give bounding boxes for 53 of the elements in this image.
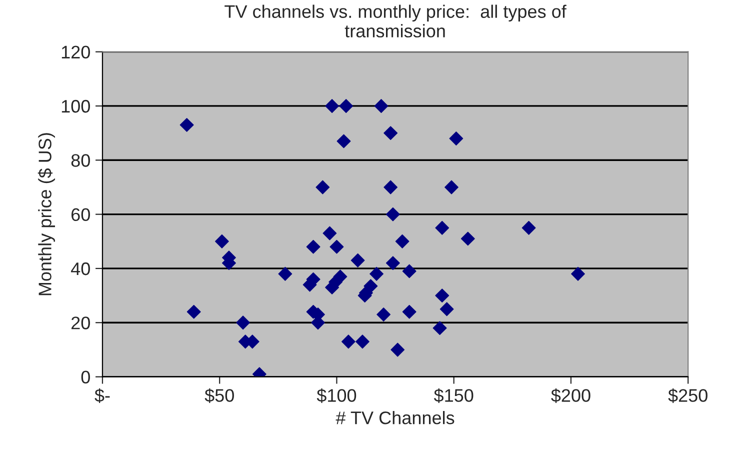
point xyxy=(460,232,475,246)
point xyxy=(341,334,356,349)
x-tick-label: $200 xyxy=(551,388,590,403)
point xyxy=(376,308,391,322)
point xyxy=(306,240,320,254)
point xyxy=(395,234,410,248)
point xyxy=(322,226,337,240)
point xyxy=(402,264,416,278)
y-tick-label: 40 xyxy=(71,262,90,276)
point xyxy=(316,180,330,194)
x-tick-label: $- xyxy=(94,388,110,403)
chart-title: TV channels vs. monthly price: all types of transmission xyxy=(224,4,566,38)
y-tick-label: 80 xyxy=(71,154,90,167)
x-tick-label: $50 xyxy=(204,388,234,403)
y-axis-title: Monthly price ($ US) xyxy=(38,133,55,296)
point xyxy=(571,266,585,281)
point xyxy=(186,304,201,319)
point xyxy=(386,256,400,270)
point xyxy=(214,234,229,248)
point xyxy=(356,334,370,349)
point xyxy=(350,253,365,268)
x-tick-label: $150 xyxy=(434,388,474,403)
y-tick-label: 20 xyxy=(72,316,90,330)
point xyxy=(384,180,398,194)
point xyxy=(364,279,378,294)
point xyxy=(180,118,194,132)
x-tick-label: $250 xyxy=(668,388,708,403)
point xyxy=(339,99,354,113)
x-axis-title: # TV Channels xyxy=(336,410,454,424)
point xyxy=(325,99,339,113)
y-tick-label: 0 xyxy=(81,370,90,384)
point xyxy=(435,220,450,235)
y-tick-label: 60 xyxy=(72,208,90,222)
point xyxy=(374,99,388,113)
point xyxy=(390,342,405,357)
point xyxy=(236,316,250,330)
point xyxy=(386,207,400,222)
point xyxy=(444,180,458,194)
point xyxy=(370,266,384,281)
point xyxy=(330,240,344,254)
point xyxy=(278,266,292,281)
point xyxy=(402,304,416,319)
point xyxy=(522,220,536,235)
point xyxy=(435,288,450,303)
point xyxy=(432,321,447,336)
y-tick-label: 100 xyxy=(62,100,90,113)
x-tick-label: $100 xyxy=(316,388,356,403)
point xyxy=(333,270,348,284)
y-tick-label: 120 xyxy=(62,46,90,59)
point xyxy=(440,302,454,316)
point xyxy=(449,132,464,146)
point xyxy=(384,126,398,140)
point xyxy=(336,134,351,148)
